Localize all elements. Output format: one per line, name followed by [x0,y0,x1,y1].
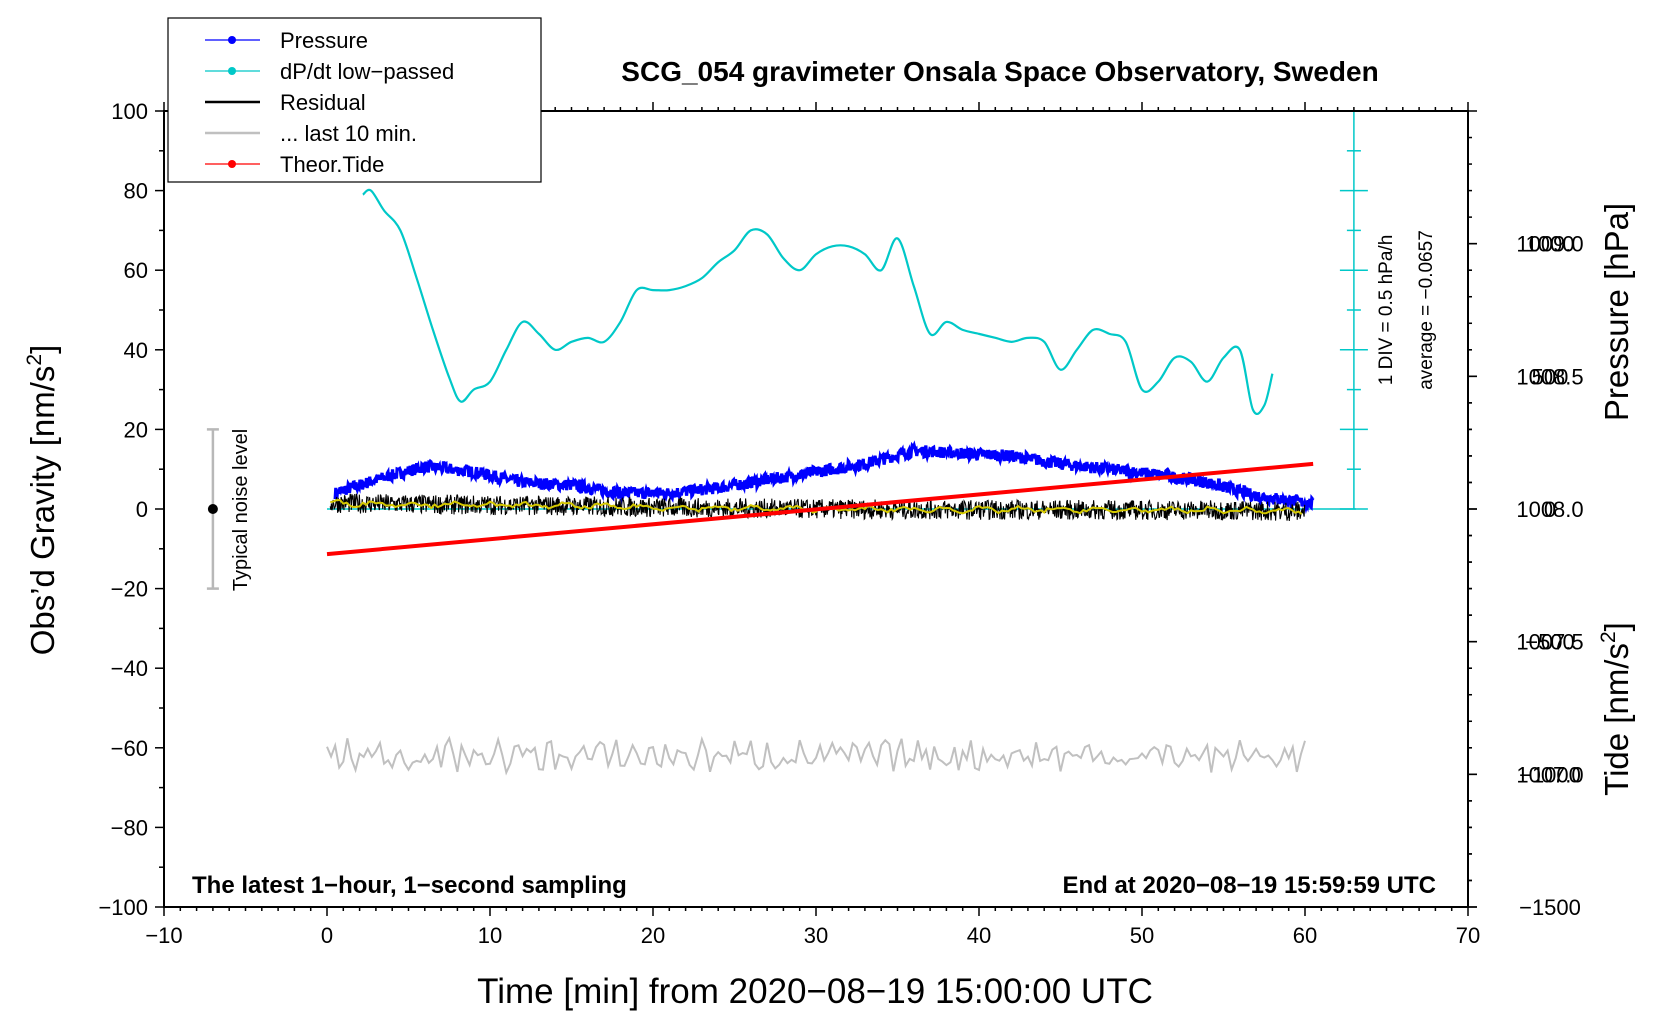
x-tick-label: 60 [1293,923,1317,948]
series-dpdt [362,188,1274,415]
x-axis-label: Time [min] from 2020−08−19 15:00:00 UTC [477,972,1153,1011]
y-axis-label-gravity-main: Obs’d Gravity [nm/s [24,366,61,656]
x-tick-label: 50 [1130,923,1154,948]
y-tick-label: 0 [136,497,148,522]
y-tick-label: 60 [124,258,148,283]
y-tick-label: 80 [124,179,148,204]
y-axis-label-tide-sup: 2 [1597,631,1620,643]
y-tick-label: −40 [111,656,148,681]
x-tick-label: 30 [804,923,828,948]
y-tick-label: 20 [124,417,148,442]
pressure-tick-label: 1007.5 [1516,630,1583,655]
bottom-right-note: End at 2020−08−19 15:59:59 UTC [1062,872,1436,899]
tide-tick-label: −500 [1525,630,1575,655]
y-axis-label-gravity-sup: 2 [23,354,46,366]
y-axis-label-tide-end: ] [1598,622,1635,631]
series-residual-smoothed [330,498,1303,515]
x-tick-label: −10 [145,923,182,948]
x-tick-label: 40 [967,923,991,948]
tide-tick-label: 1000 [1526,232,1575,257]
pressure-tick-label: 1007.0 [1516,762,1583,787]
bottom-left-note: The latest 1−hour, 1−second sampling [192,872,627,899]
x-tick-label: 20 [641,923,665,948]
legend-label: Theor.Tide [280,152,384,177]
tide-tick-label: 0 [1544,497,1556,522]
y-axis-label-gravity-end: ] [24,345,61,354]
y-tick-label: 40 [124,338,148,363]
y-axis-label-tide-main: Tide [nm/s [1598,643,1635,796]
pressure-tick-label: 1009.0 [1516,232,1583,257]
x-tick-label: 10 [478,923,502,948]
legend-label: Residual [280,90,366,115]
noise-bar-point [207,504,218,514]
y-tick-label: −100 [98,895,148,920]
tide-tick-label: 500 [1532,364,1569,389]
legend-label: Pressure [280,28,368,53]
legend: Pressure dP/dt low−passed Residual ... last… [167,17,542,183]
y-axis-label-tide: Tide [nm/s2] [1597,622,1635,796]
noise-bar-label: Typical noise level [230,429,252,591]
legend-marker [228,67,236,75]
legend-marker [228,36,236,44]
legend-box [167,17,542,183]
series-pressure [333,440,1315,515]
pressure-tick-label: 1008.5 [1516,364,1583,389]
y-tick-label: 100 [111,99,148,124]
scale-label-average: average = −0.0657 [1416,230,1437,390]
y-axis-label-pressure: Pressure [hPa] [1598,203,1635,421]
x-tick-label: 70 [1456,923,1480,948]
tide-tick-label: −1500 [1519,895,1581,920]
legend-label: ... last 10 min. [280,121,417,146]
axes-layer: −10 0 10 20 30 40 50 60 70100806040200−20−40−60−… [98,99,1583,948]
chart-title: SCG_054 gravimeter Onsala Space Observat… [621,56,1378,87]
legend-marker [228,160,236,168]
scale-label-div: 1 DIV = 0.5 hPa/h [1376,235,1397,386]
y-axis-label-gravity: Obs’d Gravity [nm/s2] [23,345,61,656]
tide-tick-label: −1000 [1519,762,1581,787]
y-tick-label: −80 [111,815,148,840]
legend-label: dP/dt low−passed [280,59,454,84]
series-residual [329,493,1306,522]
y-tick-label: −20 [111,577,148,602]
x-tick-label: 0 [321,923,333,948]
pressure-tick-label: 1008.0 [1516,497,1583,522]
series-theor-tide [326,461,1314,557]
y-tick-label: −60 [111,736,148,761]
series-layer [206,110,1368,776]
series-last-10-min [326,735,1306,776]
